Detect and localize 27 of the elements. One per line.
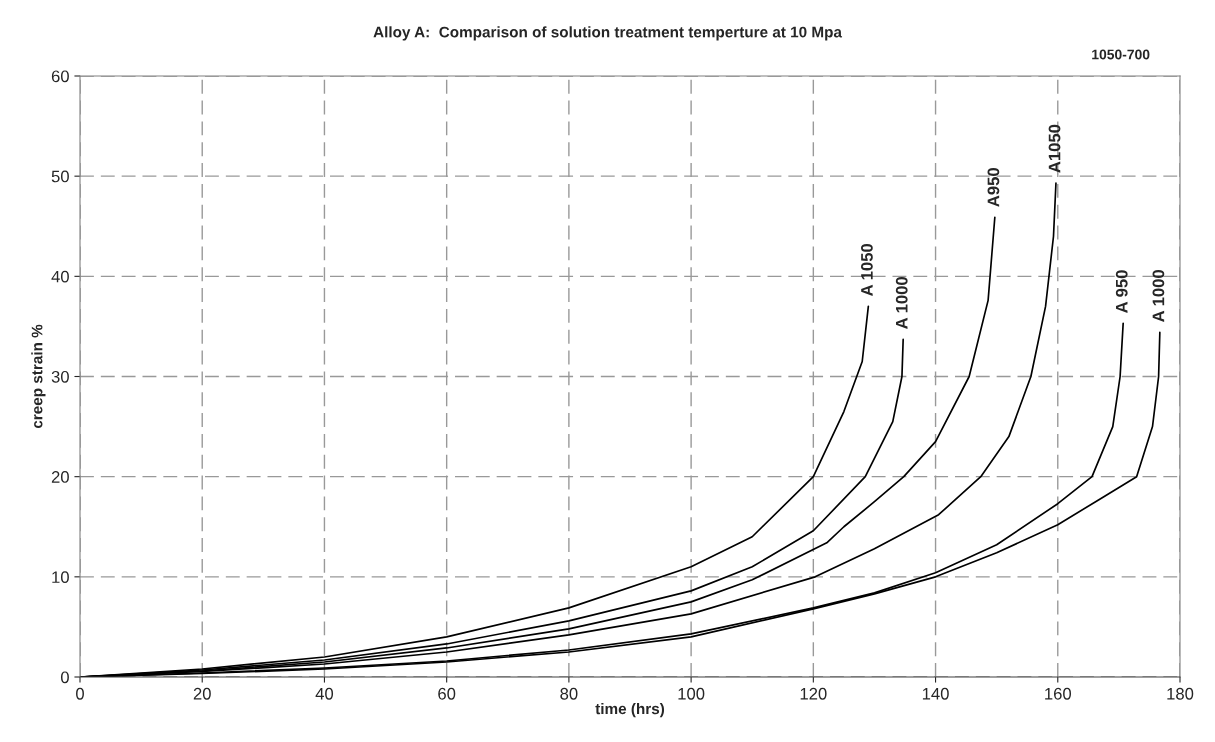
x-tick-label: 40 — [315, 687, 334, 700]
x-axis-title: time (hrs) — [595, 702, 665, 718]
x-tick-label: 100 — [678, 687, 705, 700]
x-tick-label: 140 — [922, 687, 949, 700]
x-tick-label: 20 — [193, 687, 211, 700]
text: A950 — [987, 168, 1000, 207]
y-tick-label: 30 — [51, 370, 69, 383]
text: A 1000 — [895, 276, 908, 330]
y-tick-label: 10 — [52, 571, 69, 584]
text: A 1050 — [861, 243, 873, 296]
x-tick-label: 80 — [560, 687, 578, 700]
y-tick-label: 0 — [60, 671, 69, 684]
chart-title: Alloy A: Comparison of solution treatment temperture at 10 Mpa — [373, 26, 843, 41]
x-tick-label: 120 — [800, 687, 827, 700]
text: A 1000 — [1152, 269, 1165, 322]
x-tick-label: 180 — [1167, 687, 1194, 700]
y-tick-label: 60 — [51, 70, 69, 83]
y-tick-label: 20 — [51, 471, 69, 483]
y-tick-label: 50 — [51, 170, 69, 183]
text: A 950 — [1115, 270, 1128, 313]
x-tick-label: 0 — [76, 687, 84, 700]
y-tick-label: 40 — [51, 270, 69, 283]
x-tick-label: 160 — [1045, 687, 1072, 700]
text: A1050 — [1048, 124, 1061, 173]
x-tick-label: 60 — [438, 687, 456, 700]
text: 1050-700 — [1092, 49, 1150, 60]
y-axis-title: creep strain % — [31, 324, 46, 429]
